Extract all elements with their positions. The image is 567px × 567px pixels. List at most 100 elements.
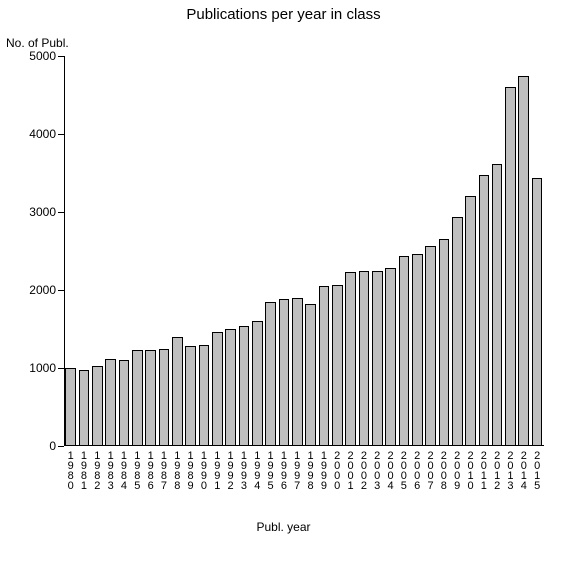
bar [145, 350, 156, 446]
x-tick-label: 1991 [211, 450, 223, 490]
bar-slot [504, 56, 517, 446]
bar-slot [424, 56, 437, 446]
bar-slot [331, 56, 344, 446]
bar [385, 268, 396, 446]
bar [479, 175, 490, 446]
x-tick-label-slot: 1995 [264, 450, 277, 495]
x-tick-label-slot: 2008 [437, 450, 450, 495]
bar [252, 321, 263, 446]
x-tick-label: 2008 [438, 450, 450, 490]
bar-slot [491, 56, 504, 446]
bar-slot [171, 56, 184, 446]
y-tick-label: 1000 [6, 361, 56, 375]
bar [119, 360, 130, 446]
x-tick-label: 1993 [238, 450, 250, 490]
bar-slot [317, 56, 330, 446]
y-tick [58, 290, 64, 291]
x-tick-label-slot: 2002 [357, 450, 370, 495]
bar [292, 298, 303, 446]
bar-slot [157, 56, 170, 446]
bar [172, 337, 183, 446]
bar [239, 326, 250, 446]
bar-slot [224, 56, 237, 446]
y-tick [58, 368, 64, 369]
x-tick-label-slot: 1982 [91, 450, 104, 495]
bar [372, 271, 383, 447]
y-tick [58, 56, 64, 57]
x-tick-label-slot: 1984 [117, 450, 130, 495]
x-tick-label-slot: 2001 [344, 450, 357, 495]
x-tick-label: 1992 [225, 450, 237, 490]
bar-slot [291, 56, 304, 446]
bar [532, 178, 543, 446]
bar-slot [371, 56, 384, 446]
x-tick-label: 1990 [198, 450, 210, 490]
bar [65, 368, 76, 446]
bar [79, 370, 90, 446]
y-tick-label: 0 [6, 439, 56, 453]
x-tick-label-slot: 1987 [157, 450, 170, 495]
x-tick-label: 1980 [65, 450, 77, 490]
x-tick-label-slot: 1993 [237, 450, 250, 495]
bar-slot [477, 56, 490, 446]
bar [452, 217, 463, 446]
bar-slot [451, 56, 464, 446]
x-tick-label: 1987 [158, 450, 170, 490]
x-tick-label: 1983 [105, 450, 117, 490]
x-tick-label-slot: 2000 [331, 450, 344, 495]
x-tick-label: 2004 [385, 450, 397, 490]
bar [225, 329, 236, 446]
bar [159, 349, 170, 447]
x-tick-label: 1984 [118, 450, 130, 490]
bar [279, 299, 290, 446]
bar [105, 359, 116, 446]
x-tick-label-slot: 2015 [530, 450, 543, 495]
x-tick-label-slot: 1985 [131, 450, 144, 495]
x-tick-label-slot: 1992 [224, 450, 237, 495]
x-tick-label-slot: 1989 [184, 450, 197, 495]
bars-container [64, 56, 544, 446]
publications-bar-chart: Publications per year in class No. of Pu… [0, 0, 567, 567]
x-tick-label-slot: 1994 [251, 450, 264, 495]
bar [92, 366, 103, 446]
bar-slot [237, 56, 250, 446]
bar-slot [197, 56, 210, 446]
bar [345, 272, 356, 446]
bar [412, 254, 423, 446]
bar-slot [517, 56, 530, 446]
x-tick-label: 2005 [398, 450, 410, 490]
y-axis-label: No. of Publ. [6, 36, 69, 50]
bar-slot [437, 56, 450, 446]
x-tick-label-slot: 2007 [424, 450, 437, 495]
x-tick-label: 2001 [345, 450, 357, 490]
bar [132, 350, 143, 446]
y-tick [58, 446, 64, 447]
x-tick-label-slot: 1997 [291, 450, 304, 495]
bar-slot [411, 56, 424, 446]
x-tick-label: 1999 [318, 450, 330, 490]
plot-area [64, 56, 544, 446]
x-tick-label: 1998 [305, 450, 317, 490]
x-tick-label: 2015 [531, 450, 543, 490]
x-tick-label: 2013 [504, 450, 516, 490]
x-axis-tick-labels: 1980198119821983198419851986198719881989… [64, 450, 544, 495]
bar-slot [211, 56, 224, 446]
x-tick-label-slot: 1999 [317, 450, 330, 495]
x-tick-label: 1986 [145, 450, 157, 490]
bar-slot [384, 56, 397, 446]
x-tick-label-slot: 2010 [464, 450, 477, 495]
bar-slot [64, 56, 77, 446]
bar-slot [397, 56, 410, 446]
bar-slot [304, 56, 317, 446]
bar-slot [117, 56, 130, 446]
bar-slot [530, 56, 543, 446]
x-tick-label: 2006 [411, 450, 423, 490]
y-tick-label: 3000 [6, 205, 56, 219]
bar [185, 346, 196, 446]
x-tick-label: 1995 [265, 450, 277, 490]
bar [359, 271, 370, 446]
x-axis-label: Publ. year [0, 520, 567, 534]
bar-slot [251, 56, 264, 446]
bar [319, 286, 330, 446]
x-tick-label-slot: 2009 [451, 450, 464, 495]
